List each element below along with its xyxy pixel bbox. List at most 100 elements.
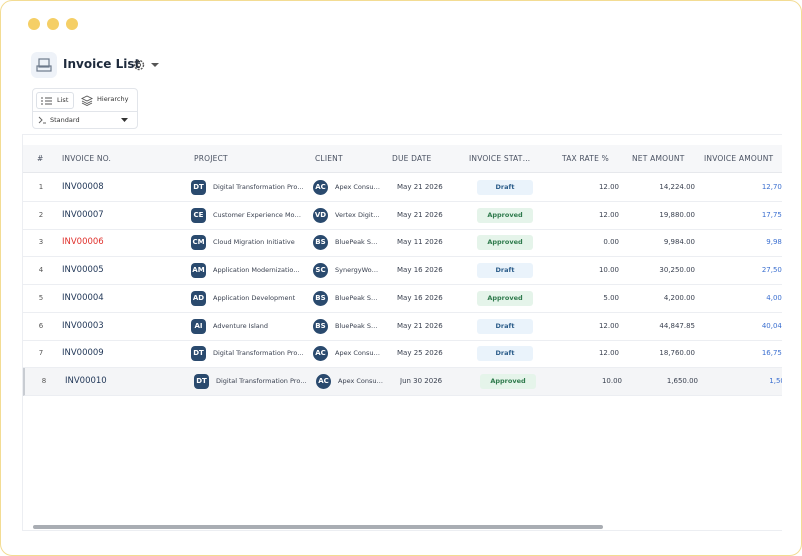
project-name: Digital Transformation Pro… — [213, 349, 304, 358]
column-header[interactable]: INVOICE AMOUNT — [704, 154, 774, 163]
column-header[interactable]: INVOICE NO. — [62, 154, 112, 163]
table-row[interactable]: 1 INV00008 DT Digital Transformation Pro… AC… — [23, 174, 782, 202]
invoice-number[interactable]: INV00010 — [65, 375, 107, 386]
invoice-number[interactable]: INV00004 — [62, 292, 104, 303]
invoice-number[interactable]: INV00003 — [62, 320, 104, 331]
due-date: May 21 2026 — [397, 183, 443, 191]
client-name: BluePeak S… — [335, 238, 378, 247]
column-header[interactable]: DUE DATE — [392, 154, 432, 163]
net-amount: 14,224.00 — [659, 183, 695, 191]
client-name: Vertex Digit… — [335, 210, 380, 219]
select-label: Standard — [50, 116, 80, 124]
row-number: 5 — [38, 293, 44, 302]
project-name: Adventure Island — [213, 321, 269, 330]
data-table: # INVOICE NO. PROJECT CLIENT DUE DATE INVOICE… — [22, 134, 782, 531]
project-avatar: AD — [191, 290, 206, 306]
invoice-number[interactable]: INV00007 — [62, 209, 104, 220]
status-badge: Approved — [477, 207, 533, 223]
table-row[interactable]: 7 INV00009 DT Digital Transformation Pro… AC… — [23, 340, 782, 369]
tax-rate: 0.00 — [603, 238, 619, 247]
list-icon — [41, 97, 52, 105]
net-amount: 19,880.00 — [659, 210, 695, 219]
client-avatar: BS — [313, 318, 328, 334]
select-icon — [38, 116, 46, 124]
net-amount: 18,760.00 — [659, 349, 695, 358]
client-avatar: AC — [313, 180, 328, 195]
table-row[interactable]: 3 INV00006 CM Cloud Migration Initiative BS B… — [23, 229, 782, 258]
invoice-amount: 4,000.0 — [766, 293, 782, 302]
invoice-number[interactable]: INV00005 — [62, 265, 104, 276]
tax-rate: 12.00 — [598, 321, 619, 330]
view-select[interactable]: Standard — [33, 111, 137, 128]
tax-rate: 12.00 — [598, 210, 619, 219]
column-header[interactable]: # — [37, 154, 44, 163]
invoice-amount: 12,700.0 — [761, 183, 782, 191]
tax-rate: 12.00 — [598, 349, 619, 358]
status-badge: Draft — [477, 346, 533, 362]
status-badge: Draft — [477, 263, 533, 279]
status-badge: Approved — [477, 290, 533, 306]
table-row[interactable]: 6 INV00003 AI Adventure Island BS BluePeak S…… — [23, 313, 782, 341]
project-name: Customer Experience Mo… — [213, 210, 302, 219]
invoice-amount: 9,984.0 — [766, 238, 782, 247]
status-badge: Approved — [477, 235, 533, 251]
row-number: 2 — [38, 210, 44, 219]
net-amount: 4,200.00 — [663, 293, 695, 302]
column-header[interactable]: CLIENT — [315, 154, 343, 163]
column-header[interactable]: INVOICE STAT… — [469, 154, 531, 163]
hierarchy-icon — [81, 95, 93, 106]
row-number: 4 — [38, 266, 44, 275]
window-dot — [28, 18, 40, 30]
column-header[interactable]: NET AMOUNT — [632, 154, 685, 163]
tax-rate: 10.00 — [598, 266, 619, 275]
settings[interactable] — [132, 58, 162, 72]
project-avatar: AM — [191, 263, 206, 279]
icon — [36, 58, 52, 72]
client-avatar: AC — [316, 373, 331, 389]
net-amount: 1,650.00 — [666, 376, 698, 385]
row-number: 3 — [38, 238, 44, 247]
tab-list[interactable]: List — [36, 92, 74, 109]
invoice-number[interactable]: INV00009 — [62, 348, 104, 359]
table-row[interactable]: 5 INV00004 AD Application Development BS Blue… — [23, 285, 782, 313]
row-number: 6 — [38, 321, 44, 330]
status-badge: Draft — [477, 180, 533, 195]
status-badge: Draft — [477, 318, 533, 334]
net-amount: 44,847.85 — [659, 321, 695, 330]
client-avatar: BS — [313, 235, 328, 251]
scrollbar[interactable] — [33, 525, 603, 529]
client-avatar: BS — [313, 290, 328, 306]
client-name: Apex Consu… — [335, 183, 381, 191]
project-name: Application Modernizatio… — [213, 266, 300, 275]
column-header[interactable]: TAX RATE % — [562, 154, 609, 163]
page-icon — [31, 52, 57, 78]
due-date: Jun 30 2026 — [400, 376, 443, 385]
table-row[interactable]: 2 INV00007 CE Customer Experience Mo… VD Vert… — [23, 202, 782, 230]
table-row[interactable]: 4 INV00005 AM Application Modernizatio… SC Sy… — [23, 257, 782, 286]
tab-label: List — [57, 96, 69, 104]
column-header[interactable]: PROJECT — [194, 154, 228, 163]
client-name: BluePeak S… — [335, 321, 378, 330]
client-avatar: SC — [313, 263, 328, 279]
invoice-number[interactable]: INV00006 — [62, 237, 104, 248]
table-row[interactable]: 8 INV00010 DT Digital Transformation Pro… AC… — [23, 367, 782, 396]
due-date: May 16 2026 — [397, 266, 443, 275]
invoice-amount: 16,750.0 — [761, 349, 782, 358]
caret — [121, 118, 128, 122]
table-header: # INVOICE NO. PROJECT CLIENT DUE DATE INVOICE… — [23, 145, 782, 173]
net-amount: 30,250.00 — [659, 266, 695, 275]
due-date: May 16 2026 — [397, 293, 443, 302]
client-avatar: VD — [313, 207, 328, 223]
invoice-number[interactable]: INV00008 — [62, 182, 104, 192]
invoice-amount: 17,750.0 — [761, 210, 782, 219]
due-date: May 11 2026 — [397, 238, 443, 247]
tab-label[interactable]: Hierarchy — [97, 95, 129, 103]
status-badge: Approved — [480, 373, 536, 389]
due-date: May 25 2026 — [397, 349, 443, 358]
project-avatar: DT — [191, 346, 206, 362]
row-number: 1 — [38, 183, 44, 191]
view-switcher: List Hierarchy Standard — [32, 88, 138, 129]
invoice-amount: 1,500.0 — [769, 376, 782, 385]
tax-rate: 5.00 — [603, 293, 619, 302]
